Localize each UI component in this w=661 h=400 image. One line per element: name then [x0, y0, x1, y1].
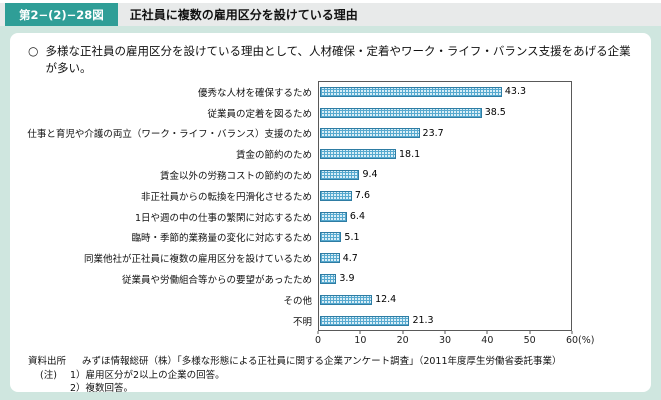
- chart-row: 従業員や労働組合等からの要望があったため 3.9: [22, 269, 578, 290]
- category-label: 賃金以外の労務コストの節約のため: [159, 170, 312, 182]
- bar: [320, 128, 420, 139]
- footnotes: 資料出所 みずほ情報総研（株）「多様な形態による正社員に関する企業アンケート調査…: [22, 355, 639, 392]
- x-tick-label: 10: [354, 334, 367, 346]
- bar-track: 4.7: [318, 253, 572, 264]
- chart-row: 優秀な人材を確保するため 43.3: [22, 81, 578, 102]
- bar-value-label: 3.9: [339, 273, 355, 285]
- x-tick-label: 40: [481, 334, 494, 346]
- category-label: 賃金の節約のため: [235, 150, 312, 162]
- bar-value-label: 43.3: [504, 86, 527, 98]
- page: 第2−(2)−28図 正社員に複数の雇用区分を設けている理由 ○ 多様な正社員の…: [0, 3, 661, 400]
- x-tick-mark: [402, 330, 404, 334]
- bar: [320, 149, 397, 160]
- x-tick-mark: [529, 330, 531, 334]
- x-tick-mark: [486, 330, 488, 334]
- x-tick-mark: [359, 330, 361, 334]
- chart-row: 1日や週の中の仕事の繁閑に対応するため 6.4: [22, 206, 578, 227]
- bar-value-label: 38.5: [484, 107, 506, 119]
- x-tick-label: 20: [396, 334, 409, 346]
- bar-track: 38.5: [318, 107, 572, 118]
- note-item: 1）雇用区分が2以上の企業の回答。: [70, 369, 225, 381]
- note-row: (注) 1）雇用区分が2以上の企業の回答。 2）複数回答。: [40, 369, 639, 392]
- bar-value-label: 18.1: [399, 148, 421, 160]
- chart-plot-area: 優秀な人材を確保するため 43.3 従業員の定着を図るため 38.5 仕事と育児や介護の…: [22, 81, 578, 331]
- bar-value-label: 21.3: [412, 315, 434, 326]
- circle-bullet-icon: ○: [28, 44, 39, 58]
- x-tick-mark: [317, 330, 319, 334]
- figure-number-badge: 第2−(2)−28図: [5, 3, 118, 26]
- x-tick-label: 30: [438, 334, 452, 346]
- chart-row: その他 12.4: [22, 289, 578, 310]
- bar-value-label: 23.7: [422, 127, 444, 139]
- bar-track: 6.4: [318, 211, 572, 222]
- note-label: (注): [40, 369, 57, 381]
- chart-row: 賃金以外の労務コストの節約のため 9.4: [22, 165, 578, 186]
- figure-header: 第2−(2)−28図 正社員に複数の雇用区分を設けている理由: [0, 3, 661, 26]
- bar-value-label: 9.4: [362, 169, 378, 181]
- chart-row: 仕事と育児や介護の両立（ワーク・ライフ・バランス）支援のため 23.7: [22, 123, 578, 144]
- bar-value-label: 7.6: [354, 190, 371, 202]
- chart-row: 臨時・季節的業務量の変化に対応するため 5.1: [22, 227, 578, 248]
- bar-track: 7.6: [318, 190, 572, 201]
- bar-value-label: 12.4: [375, 294, 397, 306]
- source-row: 資料出所 みずほ情報総研（株）「多様な形態による正社員に関する企業アンケート調査…: [28, 355, 639, 369]
- bar: [320, 315, 410, 326]
- plot-frame: [318, 81, 572, 331]
- lead-row: ○ 多様な正社員の雇用区分を設けている理由として、人材確保・定着やワーク・ライフ…: [22, 41, 639, 76]
- bar-track: 12.4: [318, 294, 572, 305]
- bar: [320, 169, 360, 180]
- category-label: その他: [283, 295, 312, 307]
- bar-track: 9.4: [318, 169, 572, 180]
- category-label: 従業員の定着を図るため: [207, 108, 312, 120]
- category-label: 仕事と育児や介護の両立（ワーク・ライフ・バランス）支援のため: [27, 129, 312, 141]
- category-label: 非正社員からの転換を円滑化させるため: [140, 191, 312, 203]
- chart-row: 賃金の節約のため 18.1: [22, 144, 578, 165]
- bar: [320, 253, 340, 264]
- bar-chart: 優秀な人材を確保するため 43.3 従業員の定着を図るため 38.5 仕事と育児や介護の…: [22, 81, 594, 348]
- x-axis-unit: (%): [578, 334, 595, 346]
- bar-track: 5.1: [318, 232, 572, 243]
- bar-value-label: 6.4: [349, 211, 365, 223]
- bar: [320, 86, 502, 97]
- category-label: 優秀な人材を確保するため: [197, 87, 312, 99]
- source-text: みずほ情報総研（株）「多様な形態による正社員に関する企業アンケート調査」（201…: [82, 355, 562, 367]
- x-tick-mark: [444, 330, 446, 334]
- note-item: 2）複数回答。: [70, 383, 134, 392]
- note-list: 1）雇用区分が2以上の企業の回答。 2）複数回答。: [70, 369, 639, 392]
- bar: [320, 190, 352, 201]
- category-label: 従業員や労働組合等からの要望があったため: [121, 274, 312, 286]
- x-axis: 0 10 20 30 40 50 60 (%): [314, 330, 594, 348]
- bar: [320, 273, 337, 284]
- chart-row: 不明 21.3: [22, 310, 578, 331]
- bar-track: 43.3: [318, 86, 572, 97]
- bar-track: 23.7: [318, 128, 572, 139]
- bar: [320, 232, 342, 243]
- chart-row: 従業員の定着を図るため 38.5: [22, 102, 578, 123]
- x-tick-mark: [571, 330, 573, 334]
- chart-row: 非正社員からの転換を円滑化させるため 7.6: [22, 185, 578, 206]
- x-tick-label: 0: [314, 334, 322, 346]
- bar: [320, 294, 373, 305]
- bar-track: 21.3: [318, 315, 572, 326]
- figure-background: ○ 多様な正社員の雇用区分を設けている理由として、人材確保・定着やワーク・ライフ…: [0, 26, 661, 400]
- bar-track: 3.9: [318, 273, 572, 284]
- figure-title: 正社員に複数の雇用区分を設けている理由: [129, 8, 358, 22]
- category-label: 不明: [292, 316, 312, 328]
- bar-track: 18.1: [318, 149, 572, 160]
- bar: [320, 107, 482, 118]
- category-label: 同業他社が正社員に複数の雇用区分を設けているため: [83, 254, 312, 266]
- bar-value-label: 4.7: [342, 252, 358, 264]
- lead-text: 多様な正社員の雇用区分を設けている理由として、人材確保・定着やワーク・ライフ・バ…: [45, 44, 631, 75]
- source-label: 資料出所: [28, 355, 67, 367]
- bar-value-label: 5.1: [344, 231, 360, 243]
- content-panel: ○ 多様な正社員の雇用区分を設けている理由として、人材確保・定着やワーク・ライフ…: [10, 33, 651, 392]
- x-tick-label: 60: [565, 334, 579, 346]
- x-tick-label: 50: [523, 334, 536, 346]
- category-label: 1日や週の中の仕事の繁閑に対応するため: [134, 212, 312, 224]
- category-label: 臨時・季節的業務量の変化に対応するため: [131, 233, 312, 245]
- chart-row: 同業他社が正社員に複数の雇用区分を設けているため 4.7: [22, 248, 578, 269]
- bar: [320, 211, 347, 222]
